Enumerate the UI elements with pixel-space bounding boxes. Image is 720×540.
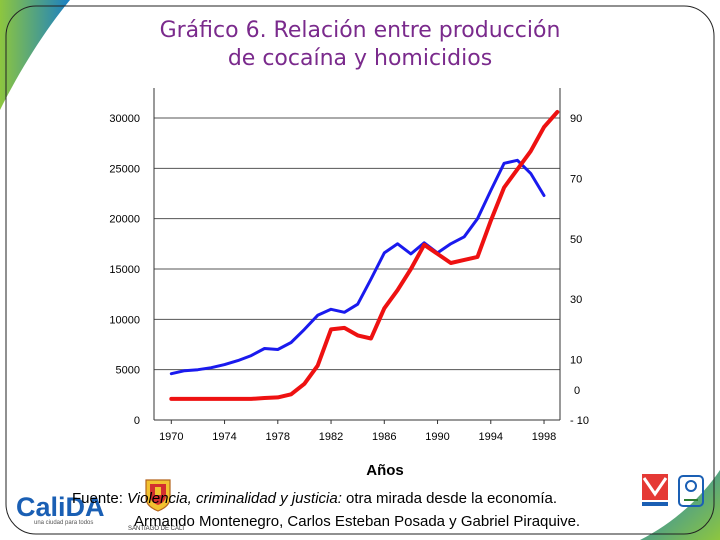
x-axis-label: Años: [366, 462, 404, 479]
cali-logo: CaliDA: [14, 490, 124, 529]
source-citation-line-1: Fuente: Violencia, criminalidad y justic…: [72, 490, 557, 507]
y-left-tick-label-6: 30000: [109, 113, 140, 125]
slide-frame: [5, 5, 715, 535]
y-left-tick-label-3: 15000: [109, 264, 140, 276]
series-line-1: [169, 110, 560, 401]
institution-logo-icon: [642, 474, 668, 506]
x-tick-label-1: 1974: [212, 431, 236, 443]
cali-logo-text: CaliDA: [16, 492, 105, 522]
x-tick-label-4: 1986: [372, 431, 396, 443]
y-right-tick-label-4: 70: [570, 173, 582, 185]
x-tick-label-6: 1994: [479, 431, 503, 443]
x-tick-label-2: 1978: [266, 431, 290, 443]
tick-labels: 0 5000 10000 15000 20000 25000 30000 - 10 10 30 50…: [109, 113, 589, 443]
corner-gradient-bottom-right: [640, 470, 720, 540]
grid: [154, 117, 560, 421]
cali-logo-mark: CaliDA: [16, 492, 105, 522]
y-right-extra-tick-label-0: 0: [574, 385, 580, 397]
chart-area: 0 5000 10000 15000 20000 25000 30000 - 10 10 30 50…: [66, 78, 620, 461]
chart-title-line-2: de cocaína y homicidios: [227, 46, 493, 71]
y-left-tick-label-4: 20000: [109, 214, 140, 226]
series-line-0: [169, 158, 546, 376]
y-right-tick-label-1: 10: [570, 355, 582, 367]
source-citation-authors: Armando Montenegro, Carlos Esteban Posad…: [134, 513, 581, 530]
x-tick-label-5: 1990: [425, 431, 449, 443]
partner-logo-icon: [678, 475, 704, 507]
source-prefix: Fuente:: [72, 490, 128, 507]
line-chart: 0 5000 10000 15000 20000 25000 30000 - 10 10 30 50…: [109, 88, 589, 443]
x-tick-label-0: 1970: [159, 431, 183, 443]
y-left-tick-label-0: 0: [134, 415, 140, 427]
corner-gradient-top-left: [0, 0, 70, 110]
city-crest-icon: [145, 479, 171, 512]
source-rest: otra mirada desde la economía.: [341, 490, 557, 507]
y-left-tick-label-1: 5000: [116, 365, 140, 377]
y-right-tick-label-3: 50: [570, 234, 582, 246]
source-book-title: Violencia, criminalidad y justicia:: [127, 490, 342, 507]
series-lines: [169, 110, 560, 401]
chart-title-line-1: Gráfico 6. Relación entre producción: [159, 18, 561, 43]
y-right-tick-label-0: - 10: [570, 415, 589, 427]
axes: [153, 88, 561, 424]
y-right-tick-label-2: 30: [570, 294, 582, 306]
y-left-tick-label-2: 10000: [109, 314, 140, 326]
y-right-tick-label-5: 90: [570, 113, 582, 125]
y-left-tick-label-5: 25000: [109, 163, 140, 175]
crest-caption: SANTIAGO DE CALI: [128, 526, 185, 532]
x-tick-label-3: 1982: [319, 431, 343, 443]
x-tick-label-7: 1998: [532, 431, 556, 443]
cali-logo-tagline: una ciudad para todos: [34, 520, 94, 526]
